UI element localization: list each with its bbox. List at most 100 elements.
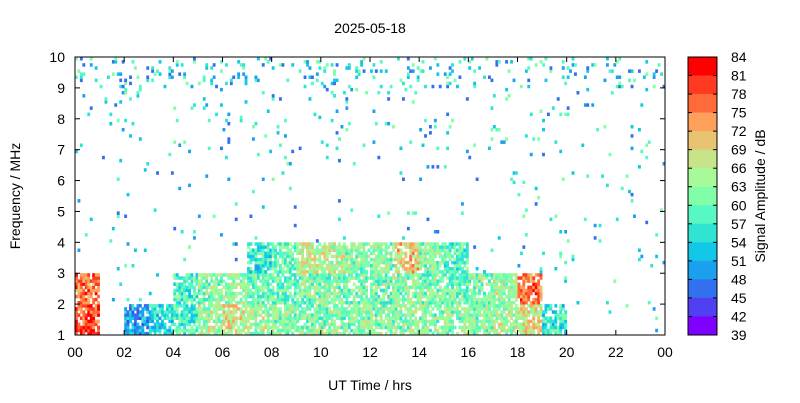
heatmap-pixel: [296, 301, 300, 305]
heatmap-pixel: [328, 310, 332, 314]
heatmap-pixel: [473, 291, 477, 296]
heatmap-pixel: [345, 254, 349, 259]
heatmap-pixel: [352, 301, 356, 305]
heatmap-pixel: [360, 325, 364, 330]
heatmap-pixel: [463, 254, 467, 259]
heatmap-pixel: [116, 214, 120, 218]
heatmap-pixel: [173, 313, 177, 317]
heatmap-pixel: [229, 288, 233, 293]
heatmap-pixel: [542, 319, 545, 324]
heatmap-pixel: [419, 294, 423, 299]
heatmap-pixel: [237, 331, 241, 336]
heatmap-pixel: [343, 325, 346, 330]
heatmap-pixel: [453, 307, 457, 311]
heatmap-pixel: [456, 267, 459, 271]
heatmap-pixel: [497, 294, 501, 299]
heatmap-pixel: [465, 276, 469, 280]
heatmap-pixel: [433, 251, 437, 256]
heatmap-pixel: [399, 288, 403, 293]
heatmap-pixel: [146, 162, 150, 166]
heatmap-pixel: [276, 294, 280, 299]
heatmap-pixel: [453, 279, 457, 283]
heatmap-pixel: [210, 285, 214, 290]
heatmap-pixel: [207, 325, 211, 330]
heatmap-pixel: [166, 304, 169, 308]
x-tick-label: 06: [215, 344, 231, 360]
heatmap-pixel: [414, 331, 418, 336]
heatmap-pixel: [175, 325, 179, 330]
heatmap-pixel: [274, 322, 277, 327]
heatmap-pixel: [119, 78, 123, 83]
heatmap-pixel: [537, 282, 541, 286]
heatmap-pixel: [207, 328, 211, 333]
heatmap-pixel: [505, 273, 509, 277]
heatmap-pixel: [421, 143, 425, 147]
heatmap-pixel: [247, 319, 250, 324]
heatmap-pixel: [537, 319, 541, 324]
heatmap-pixel: [276, 260, 280, 265]
heatmap-pixel: [554, 331, 558, 336]
heatmap-pixel: [141, 331, 145, 336]
heatmap-pixel: [377, 260, 381, 265]
heatmap-pixel: [225, 325, 228, 330]
heatmap-pixel: [492, 297, 496, 302]
heatmap-pixel: [207, 331, 211, 336]
heatmap-pixel: [524, 319, 528, 324]
y-tick-label: 10: [49, 49, 65, 65]
heatmap-pixel: [124, 310, 128, 314]
heatmap-pixel: [387, 310, 391, 314]
heatmap-pixel: [429, 285, 432, 290]
heatmap-pixel: [370, 328, 373, 333]
heatmap-pixel: [409, 328, 413, 333]
heatmap-pixel: [200, 301, 204, 305]
heatmap-pixel: [111, 72, 115, 76]
heatmap-pixel: [458, 301, 462, 305]
heatmap-pixel: [350, 276, 354, 280]
heatmap-pixel: [202, 301, 206, 305]
heatmap-pixel: [298, 146, 302, 151]
heatmap-pixel: [419, 128, 423, 132]
heatmap-pixel: [232, 316, 236, 320]
heatmap-pixel: [406, 285, 410, 290]
heatmap-pixel: [313, 307, 317, 311]
heatmap-pixel: [175, 285, 179, 290]
heatmap-pixel: [313, 112, 317, 117]
heatmap-pixel: [178, 143, 182, 147]
heatmap-pixel: [532, 276, 536, 280]
heatmap-pixel: [82, 328, 86, 333]
heatmap-pixel: [77, 313, 81, 317]
heatmap-pixel: [281, 260, 285, 265]
heatmap-pixel: [411, 301, 415, 305]
heatmap-pixel: [284, 245, 287, 249]
heatmap-pixel: [446, 267, 450, 271]
heatmap-pixel: [473, 276, 477, 280]
heatmap-pixel: [374, 257, 378, 262]
heatmap-pixel: [320, 276, 324, 280]
heatmap-pixel: [475, 297, 479, 302]
heatmap-pixel: [222, 328, 226, 333]
heatmap-pixel: [313, 288, 317, 293]
heatmap-pixel: [284, 331, 287, 336]
heatmap-pixel: [387, 313, 391, 317]
heatmap-pixel: [564, 230, 568, 234]
heatmap-pixel: [436, 273, 440, 277]
heatmap-pixel: [126, 297, 130, 302]
heatmap-pixel: [458, 297, 462, 302]
heatmap-pixel: [603, 78, 607, 83]
heatmap-pixel: [180, 322, 184, 327]
heatmap-pixel: [266, 257, 270, 262]
heatmap-pixel: [660, 72, 663, 76]
heatmap-pixel: [507, 297, 511, 302]
heatmap-pixel: [256, 264, 260, 268]
heatmap-pixel: [443, 316, 447, 320]
heatmap-pixel: [340, 273, 344, 277]
heatmap-pixel: [397, 273, 400, 277]
heatmap-pixel: [205, 279, 209, 283]
heatmap-pixel: [402, 97, 405, 101]
heatmap-pixel: [220, 233, 223, 237]
heatmap-pixel: [271, 307, 275, 311]
heatmap-pixel: [148, 313, 152, 317]
heatmap-pixel: [360, 257, 364, 262]
heatmap-pixel: [308, 248, 312, 252]
heatmap-pixel: [77, 285, 81, 290]
